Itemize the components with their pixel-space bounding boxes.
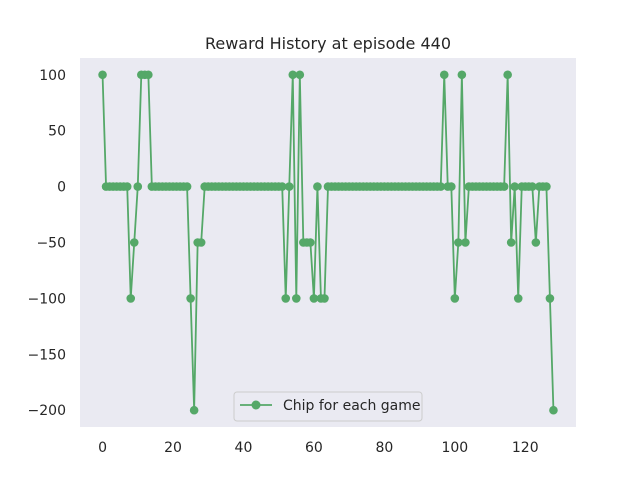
data-point: [288, 70, 298, 80]
y-tick-label: −100: [28, 291, 66, 307]
data-point: [542, 182, 551, 191]
data-point: [292, 294, 301, 303]
chart-title: Reward History at episode 440: [205, 34, 451, 53]
data-point: [284, 182, 294, 191]
data-point: [513, 294, 523, 303]
data-point: [144, 70, 153, 80]
data-point: [313, 182, 322, 191]
data-point: [499, 182, 509, 191]
data-point: [277, 182, 287, 191]
data-point: [281, 294, 291, 303]
data-point: [457, 70, 467, 80]
data-point: [186, 294, 195, 303]
data-point: [182, 182, 192, 191]
x-tick-label: 20: [164, 440, 182, 456]
y-tick-label: 100: [39, 68, 66, 84]
data-point: [189, 405, 199, 415]
x-tick-label: 120: [512, 440, 539, 456]
legend-box: [233, 391, 423, 422]
y-axis: 100 50 0 −50 −100 −150 −200: [28, 68, 66, 419]
data-point: [436, 182, 446, 191]
y-tick-label: −50: [36, 236, 66, 252]
y-tick-label: −200: [28, 403, 66, 419]
x-tick-label: 40: [235, 440, 253, 456]
data-point: [126, 294, 136, 303]
data-point: [306, 238, 315, 247]
legend-label: Chip for each game: [283, 398, 421, 414]
data-point: [309, 294, 319, 303]
x-tick-label: 100: [441, 440, 468, 456]
data-point: [450, 294, 460, 303]
data-point: [545, 294, 555, 303]
legend-marker-sample: [251, 400, 261, 410]
y-tick-label: 0: [57, 180, 66, 196]
data-point: [447, 182, 456, 191]
x-tick-label: 0: [98, 440, 107, 456]
y-tick-label: 50: [48, 124, 66, 140]
data-point: [528, 182, 537, 191]
data-point: [122, 182, 132, 191]
data-point: [510, 182, 519, 191]
x-tick-label: 60: [305, 440, 323, 456]
x-tick-label: 80: [375, 440, 393, 456]
data-point: [295, 70, 305, 80]
legend: Chip for each game: [233, 391, 423, 422]
data-point: [461, 238, 470, 247]
y-tick-label: −150: [28, 347, 66, 363]
data-point: [320, 294, 329, 303]
series-chip-for-each-game: [98, 70, 558, 415]
data-point: [133, 182, 143, 191]
plot-area: [80, 58, 576, 427]
data-point: [98, 70, 107, 80]
data-point: [503, 70, 512, 80]
data-point: [129, 238, 139, 247]
data-point: [439, 70, 449, 80]
data-point: [549, 405, 558, 415]
data-point: [454, 238, 463, 247]
data-point: [196, 238, 206, 247]
data-point: [531, 238, 541, 247]
data-point: [506, 238, 516, 247]
x-axis: 0 20 40 60 80 100 120: [98, 440, 539, 456]
